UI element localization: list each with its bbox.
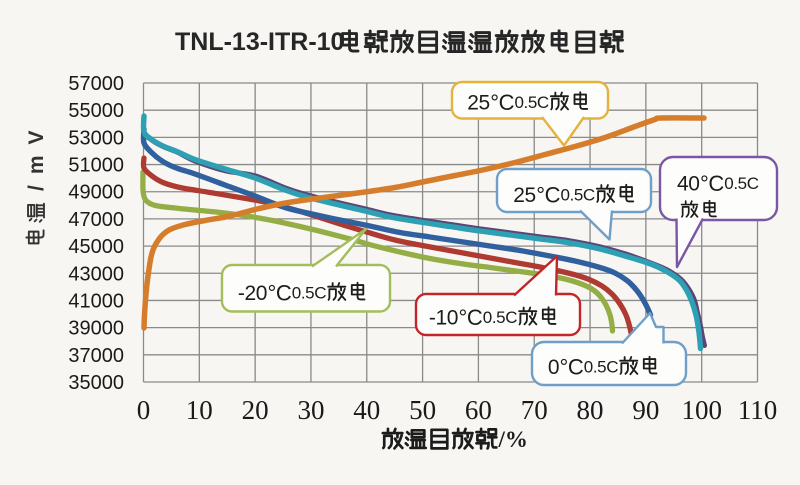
- svg-text:°C: °C: [459, 305, 483, 330]
- svg-text:90: 90: [632, 395, 659, 425]
- svg-text:55000: 55000: [68, 100, 124, 122]
- svg-text:0.5C: 0.5C: [515, 93, 549, 112]
- svg-text:TNL-13-ITR-10: TNL-13-ITR-10: [175, 28, 344, 56]
- svg-text:80: 80: [577, 395, 604, 425]
- svg-text:0.5C: 0.5C: [561, 186, 595, 205]
- svg-text:-10: -10: [429, 307, 458, 330]
- svg-text:°C: °C: [490, 90, 514, 115]
- svg-text:0: 0: [137, 395, 151, 425]
- svg-text:°C: °C: [268, 280, 292, 305]
- svg-text:°C: °C: [560, 354, 584, 379]
- svg-text:25: 25: [467, 92, 490, 115]
- svg-text:40: 40: [677, 173, 700, 196]
- svg-text:60: 60: [465, 395, 492, 425]
- svg-text:°C: °C: [536, 182, 560, 207]
- svg-text:-20: -20: [238, 282, 267, 305]
- svg-text:110: 110: [738, 395, 778, 425]
- svg-text:50: 50: [409, 395, 436, 425]
- svg-text:39000: 39000: [68, 318, 124, 340]
- svg-text:35000: 35000: [68, 372, 124, 394]
- svg-text:45000: 45000: [68, 236, 124, 258]
- svg-text:47000: 47000: [68, 209, 124, 231]
- svg-text:20: 20: [242, 395, 269, 425]
- svg-text:25: 25: [513, 184, 536, 207]
- svg-text:/mV: /mV: [25, 119, 48, 191]
- svg-text:100: 100: [681, 395, 722, 425]
- svg-text:49000: 49000: [68, 182, 124, 204]
- svg-text:53000: 53000: [68, 127, 124, 149]
- svg-text:40: 40: [353, 395, 380, 425]
- svg-text:°C: °C: [700, 171, 724, 196]
- svg-text:0: 0: [548, 356, 559, 379]
- svg-text:/%: /%: [498, 427, 528, 452]
- svg-text:30: 30: [298, 395, 325, 425]
- svg-text:37000: 37000: [68, 345, 124, 367]
- svg-text:0.5C: 0.5C: [724, 174, 758, 193]
- svg-text:57000: 57000: [68, 73, 124, 95]
- svg-text:10: 10: [186, 395, 213, 425]
- svg-text:70: 70: [521, 395, 548, 425]
- svg-text:0.5C: 0.5C: [483, 308, 517, 327]
- svg-text:0.5C: 0.5C: [292, 284, 326, 303]
- svg-text:0.5C: 0.5C: [584, 358, 618, 377]
- svg-text:51000: 51000: [68, 155, 124, 177]
- svg-text:41000: 41000: [68, 291, 124, 313]
- svg-text:43000: 43000: [68, 263, 124, 285]
